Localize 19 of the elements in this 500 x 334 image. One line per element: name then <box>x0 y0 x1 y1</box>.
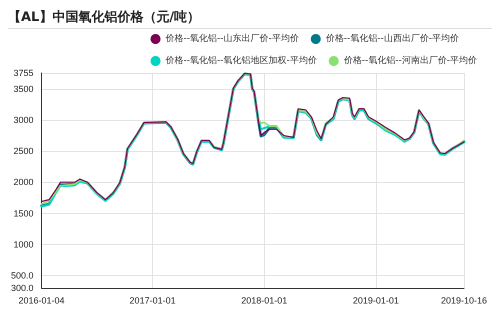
chart-title: 【AL】中国氧化铝价格（元/吨） <box>8 8 492 29</box>
y-tick-label: 3000 <box>13 114 34 125</box>
legend-label: 价格--氧化铝--山东出厂价-平均价 <box>164 33 299 44</box>
x-tick-label: 2016-01-04 <box>18 296 65 306</box>
x-tick-label: 2017-01-01 <box>130 296 176 306</box>
legend-label: 价格--氧化铝--河南出厂价-平均价 <box>342 55 478 66</box>
y-tick-label: 500.0 <box>10 270 34 281</box>
y-tick-label: 2000 <box>13 177 34 188</box>
x-tick-label: 2019-01-01 <box>352 296 399 306</box>
y-tick-label: 1500 <box>13 208 34 218</box>
y-tick-label: 3755 <box>13 68 34 78</box>
y-tick-label: 1000 <box>13 239 34 250</box>
y-tick-label: 3500 <box>13 84 34 94</box>
y-tick-label: 300.0 <box>10 283 34 293</box>
x-tick-label: 2019-10-16 <box>440 296 488 306</box>
legend-label: 价格--氧化铝--山西出厂价-平均价 <box>324 33 460 44</box>
x-tick-label: 2018-01-01 <box>241 296 288 306</box>
y-tick-label: 2500 <box>13 146 34 156</box>
legend-label: 价格--氧化铝--氧化铝地区加权-平均价 <box>164 55 317 66</box>
